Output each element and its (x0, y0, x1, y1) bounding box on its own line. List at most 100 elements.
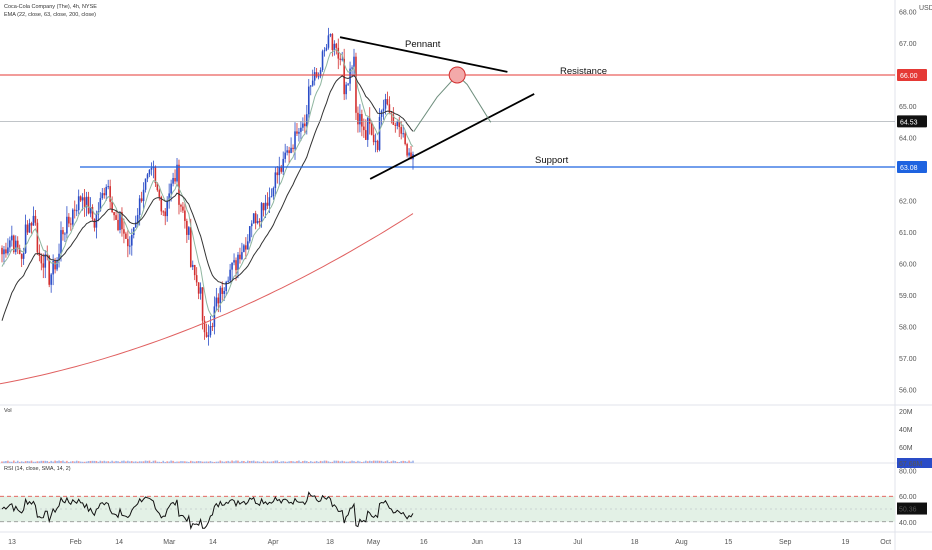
candle-body (75, 210, 78, 212)
candle-body (36, 222, 39, 253)
volume-bar (248, 460, 251, 463)
candle-body (351, 67, 353, 69)
volume-bar (50, 460, 52, 463)
candle-body (276, 172, 279, 176)
last-price-tag: 64.53 (897, 115, 927, 128)
volume-bar (121, 460, 123, 463)
volume-bar (280, 461, 283, 463)
volume-bar (127, 460, 129, 463)
candle-body (235, 260, 237, 271)
candle-body (309, 85, 312, 87)
volume-bar (382, 461, 385, 463)
volume-bar (235, 460, 237, 463)
candle-body (136, 215, 139, 223)
candle-body (70, 223, 72, 225)
volume-bar (205, 461, 208, 463)
candle-body (111, 201, 113, 213)
candle-body (243, 245, 245, 253)
rsi-y-tick-label: 60.00 (899, 494, 917, 501)
candle-body (154, 166, 157, 184)
candle-body (107, 186, 109, 188)
volume-bar (353, 461, 355, 463)
volume-bar (329, 461, 332, 463)
candle-body (380, 110, 383, 117)
candle-body (166, 201, 168, 217)
volume-bar (296, 461, 298, 463)
candle-body (239, 254, 241, 260)
candle-body (368, 117, 371, 124)
volume-bar (1, 461, 3, 463)
candle-body (28, 223, 31, 233)
volume-bar (182, 461, 184, 463)
candle-body (223, 290, 226, 294)
volume-bar (268, 461, 271, 463)
volume-bar (174, 461, 176, 463)
candle-body (103, 193, 106, 196)
volume-last-tag-text: 67.68M (899, 461, 923, 468)
volume-legend[interactable]: Vol (4, 408, 12, 414)
candle-body (168, 193, 170, 202)
candle-body (315, 72, 318, 77)
volume-bar (189, 460, 192, 463)
candle-body (353, 56, 355, 68)
y-tick-label: 58.00 (899, 325, 917, 332)
candle-body (40, 255, 43, 264)
volume-bar (70, 461, 72, 463)
candle-body (290, 147, 292, 154)
volume-bar (7, 460, 9, 463)
rsi-legend[interactable]: RSI (14, close, SMA, 14, 2) (4, 466, 71, 472)
ema-legend[interactable]: EMA (22, close, 63, close, 200, close) (4, 12, 97, 18)
candle-body (225, 281, 227, 291)
volume-bar (32, 461, 35, 463)
candle-body (357, 112, 359, 125)
resistance-price-tag-text: 66.00 (900, 73, 918, 80)
candle-body (12, 235, 15, 252)
last-price-tag-text: 64.53 (900, 119, 918, 126)
candle-body (392, 114, 395, 125)
candle-body (172, 178, 174, 184)
volume-bar (176, 461, 178, 463)
volume-bar (274, 460, 277, 463)
candle-body (20, 254, 23, 259)
volume-bar (221, 461, 224, 463)
candle-body (203, 320, 206, 333)
volume-bar (166, 461, 168, 463)
candle-body (11, 235, 13, 241)
candle-body (132, 227, 135, 235)
candle-body (321, 51, 324, 71)
volume-bar (412, 460, 414, 463)
candle-body (294, 131, 296, 150)
volume-bar (211, 461, 214, 463)
candle-body (408, 152, 410, 156)
volume-bar (38, 461, 41, 463)
volume-bar (217, 461, 220, 463)
candle-body (284, 152, 286, 159)
candle-body (156, 183, 159, 191)
candle-body (77, 196, 80, 211)
volume-bar (83, 461, 86, 463)
volume-bar (203, 461, 206, 463)
x-tick-label: 19 (842, 539, 850, 546)
candle-body (250, 223, 253, 227)
volume-bar (3, 461, 5, 463)
candle-body (130, 234, 133, 246)
volume-bar (290, 461, 292, 463)
volume-bar (172, 460, 174, 463)
volume-y-tick-label: 20M (899, 409, 913, 416)
volume-bar (398, 461, 401, 463)
candle-body (361, 114, 363, 127)
volume-bar (193, 461, 196, 463)
volume-bar (195, 461, 198, 463)
volume-bar (292, 461, 294, 463)
candle-body (313, 72, 316, 81)
volume-bar (327, 461, 330, 463)
candle-body (73, 209, 76, 211)
candle-body (117, 219, 119, 230)
volume-bar (99, 460, 102, 463)
candle-body (258, 221, 261, 223)
volume-bar (363, 461, 365, 463)
volume-bar (319, 460, 322, 463)
candle-body (160, 196, 163, 212)
candle-body (26, 224, 29, 233)
